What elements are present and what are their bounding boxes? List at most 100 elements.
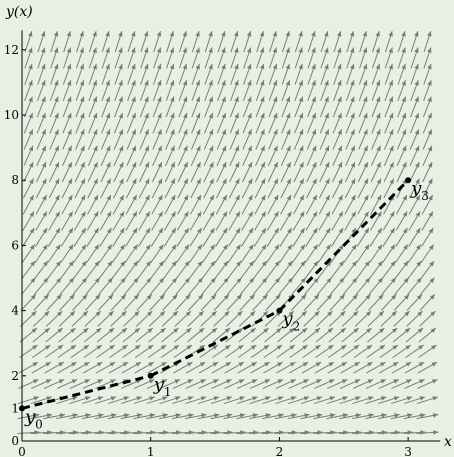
- field-arrow: [172, 396, 194, 405]
- field-arrow: [98, 277, 114, 295]
- field-arrow: [135, 327, 154, 343]
- field-arrow: [161, 310, 179, 327]
- field-arrow: [202, 211, 215, 231]
- field-arrow: [216, 129, 227, 150]
- field-arrow: [123, 277, 139, 295]
- field-arrow: [61, 178, 73, 199]
- field-arrow: [215, 194, 228, 215]
- field-arrow: [88, 96, 98, 118]
- field-arrow: [136, 277, 152, 295]
- field-arrow: [344, 161, 356, 183]
- field-arrow: [406, 294, 423, 311]
- field-arrow: [125, 211, 138, 231]
- field-arrow: [397, 31, 406, 53]
- field-arrow: [409, 178, 420, 199]
- field-arrow: [316, 294, 333, 311]
- field-arrow: [101, 47, 110, 69]
- field-arrow: [84, 294, 101, 311]
- field-arrow: [422, 129, 433, 150]
- field-arrow: [421, 211, 434, 231]
- field-arrow: [166, 31, 175, 53]
- field-arrow: [242, 80, 252, 102]
- field-arrow: [288, 396, 310, 405]
- field-arrow: [341, 327, 359, 343]
- field-arrow: [408, 194, 421, 215]
- field-arrow: [22, 194, 35, 215]
- field-arrow: [253, 244, 267, 263]
- field-arrow: [416, 430, 439, 435]
- field-arrow: [85, 260, 100, 279]
- field-arrow: [70, 361, 90, 374]
- field-arrow: [21, 277, 36, 295]
- field-arrow: [346, 31, 355, 53]
- field-arrow: [370, 194, 382, 215]
- field-arrow: [165, 63, 175, 85]
- field-arrow: [36, 145, 47, 166]
- field-arrow: [217, 80, 226, 102]
- field-arrow: [107, 413, 130, 420]
- field-arrow: [21, 244, 36, 263]
- field-arrow: [121, 361, 142, 374]
- field-arrow: [365, 413, 387, 420]
- field-arrow: [280, 178, 292, 199]
- field-arrow: [240, 260, 255, 279]
- field-arrow: [127, 47, 136, 69]
- field-arrow: [159, 413, 181, 420]
- field-arrow: [212, 327, 231, 343]
- field-arrow: [243, 47, 252, 69]
- field-arrow: [176, 211, 189, 231]
- field-arrow: [268, 96, 278, 118]
- field-arrow: [345, 129, 355, 150]
- field-arrow: [365, 379, 387, 389]
- field-arrow: [353, 361, 373, 374]
- field-arrow: [135, 310, 153, 327]
- field-arrow: [150, 244, 164, 263]
- field-arrow: [423, 47, 432, 69]
- field-arrow: [190, 194, 202, 215]
- field-arrow: [139, 145, 150, 166]
- field-arrow: [59, 294, 75, 311]
- field-arrow: [59, 277, 75, 295]
- field-arrow: [123, 310, 140, 327]
- field-arrow: [410, 80, 419, 102]
- field-arrow: [74, 178, 86, 199]
- field-arrow: [305, 211, 318, 231]
- field-arrow: [95, 361, 116, 374]
- field-arrow: [22, 227, 35, 247]
- field-arrow: [276, 361, 296, 374]
- field-arrow: [99, 211, 112, 231]
- field-arrow: [255, 112, 265, 134]
- field-arrow: [63, 31, 72, 53]
- field-arrow: [281, 96, 291, 118]
- field-arrow: [408, 211, 421, 231]
- field-arrow: [319, 112, 330, 134]
- field-arrow: [133, 413, 156, 420]
- field-arrow: [236, 379, 258, 389]
- field-arrow: [213, 310, 230, 327]
- field-arrow: [289, 327, 308, 343]
- field-arrow: [72, 277, 88, 295]
- field-arrow: [289, 344, 309, 359]
- field-arrow: [294, 96, 304, 118]
- field-arrow: [184, 413, 207, 420]
- field-arrow: [35, 194, 48, 215]
- field-arrow: [74, 194, 86, 215]
- field-arrow: [240, 244, 254, 263]
- field-arrow: [380, 310, 398, 327]
- field-arrow: [301, 361, 322, 374]
- field-arrow: [101, 80, 110, 102]
- field-arrow: [177, 178, 189, 199]
- field-arrow: [36, 112, 46, 134]
- field-arrow: [37, 80, 46, 102]
- field-arrow: [407, 260, 422, 279]
- field-arrow: [320, 31, 329, 53]
- field-arrow: [326, 413, 349, 420]
- field-arrow: [62, 112, 72, 134]
- field-arrow: [202, 227, 215, 247]
- field-arrow: [241, 211, 254, 231]
- field-arrow: [160, 344, 180, 359]
- field-arrow: [190, 145, 201, 166]
- x-tick-label: 1: [147, 445, 155, 457]
- field-arrow: [291, 260, 306, 279]
